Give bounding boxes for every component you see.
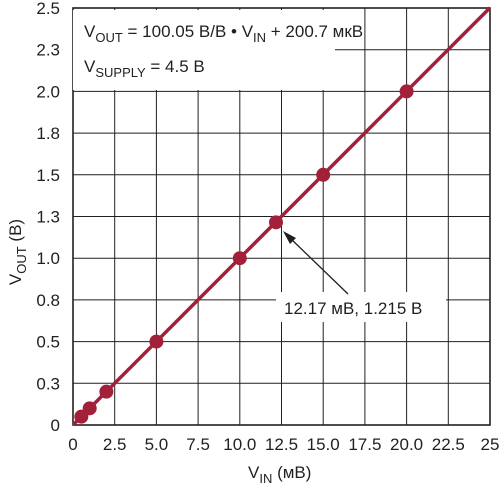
callout-box (276, 292, 446, 322)
x-tick-label-3: 7.5 (186, 435, 210, 454)
y-tick-label-8: 2.0 (36, 82, 60, 101)
supply-annotation: VSUPPLY = 4.5 В (84, 57, 205, 80)
x-tick-labels: 0 2.5 5.0 7.5 10.0 12.5 15.0 17.5 20.0 22.5 25 (68, 435, 499, 454)
y-tick-label-9: 2.3 (36, 41, 60, 60)
x-axis-title: VIN (мВ) (248, 463, 311, 486)
y-tick-label-7: 1.8 (36, 124, 60, 143)
x-tick-label-10: 25 (481, 435, 500, 454)
x-tick-label-0: 0 (68, 435, 77, 454)
x-tick-label-4: 10.0 (223, 435, 256, 454)
y-tick-label-5: 1.3 (36, 208, 60, 227)
x-tick-label-1: 2.5 (103, 435, 127, 454)
y-tick-label-6: 1.5 (36, 166, 60, 185)
callout-label: 12.17 мВ, 1.215 В (284, 299, 422, 318)
x-tick-label-7: 17.5 (348, 435, 381, 454)
y-tick-labels: 0 0.3 0.5 0.8 1.0 1.3 1.5 1.8 2.0 2.3 2.5 (36, 0, 60, 435)
callout-arrowhead (283, 231, 296, 244)
equation-annotation: VOUT = 100.05 В/В • VIN + 200.7 мкВ (84, 22, 363, 45)
annotation-box (73, 10, 335, 90)
y-tick-label-2: 0.5 (36, 333, 60, 352)
data-point-6 (316, 167, 331, 182)
x-tick-label-5: 12.5 (265, 435, 298, 454)
x-tick-label-2: 5.0 (145, 435, 169, 454)
callout-arrow-line (288, 236, 349, 295)
series-line-0 (71, 6, 492, 427)
data-point-1 (82, 401, 97, 416)
data-point-7 (399, 84, 414, 99)
x-tick-label-8: 20.0 (390, 435, 423, 454)
y-axis-title: VOUT (В) (6, 219, 29, 285)
y-tick-label-4: 1.0 (36, 249, 60, 268)
plot-frame (72, 7, 491, 426)
y-tick-label-3: 0.8 (36, 291, 60, 310)
y-tick-label-1: 0.3 (36, 374, 60, 393)
series-group (71, 6, 492, 427)
x-tick-label-6: 15.0 (307, 435, 340, 454)
data-point-4 (232, 251, 247, 266)
data-point-2 (99, 384, 114, 399)
y-tick-label-0: 0 (51, 416, 60, 435)
x-tick-label-9: 22.5 (432, 435, 465, 454)
y-tick-label-10: 2.5 (36, 0, 60, 18)
data-point-5 (268, 215, 283, 230)
data-point-3 (149, 334, 164, 349)
